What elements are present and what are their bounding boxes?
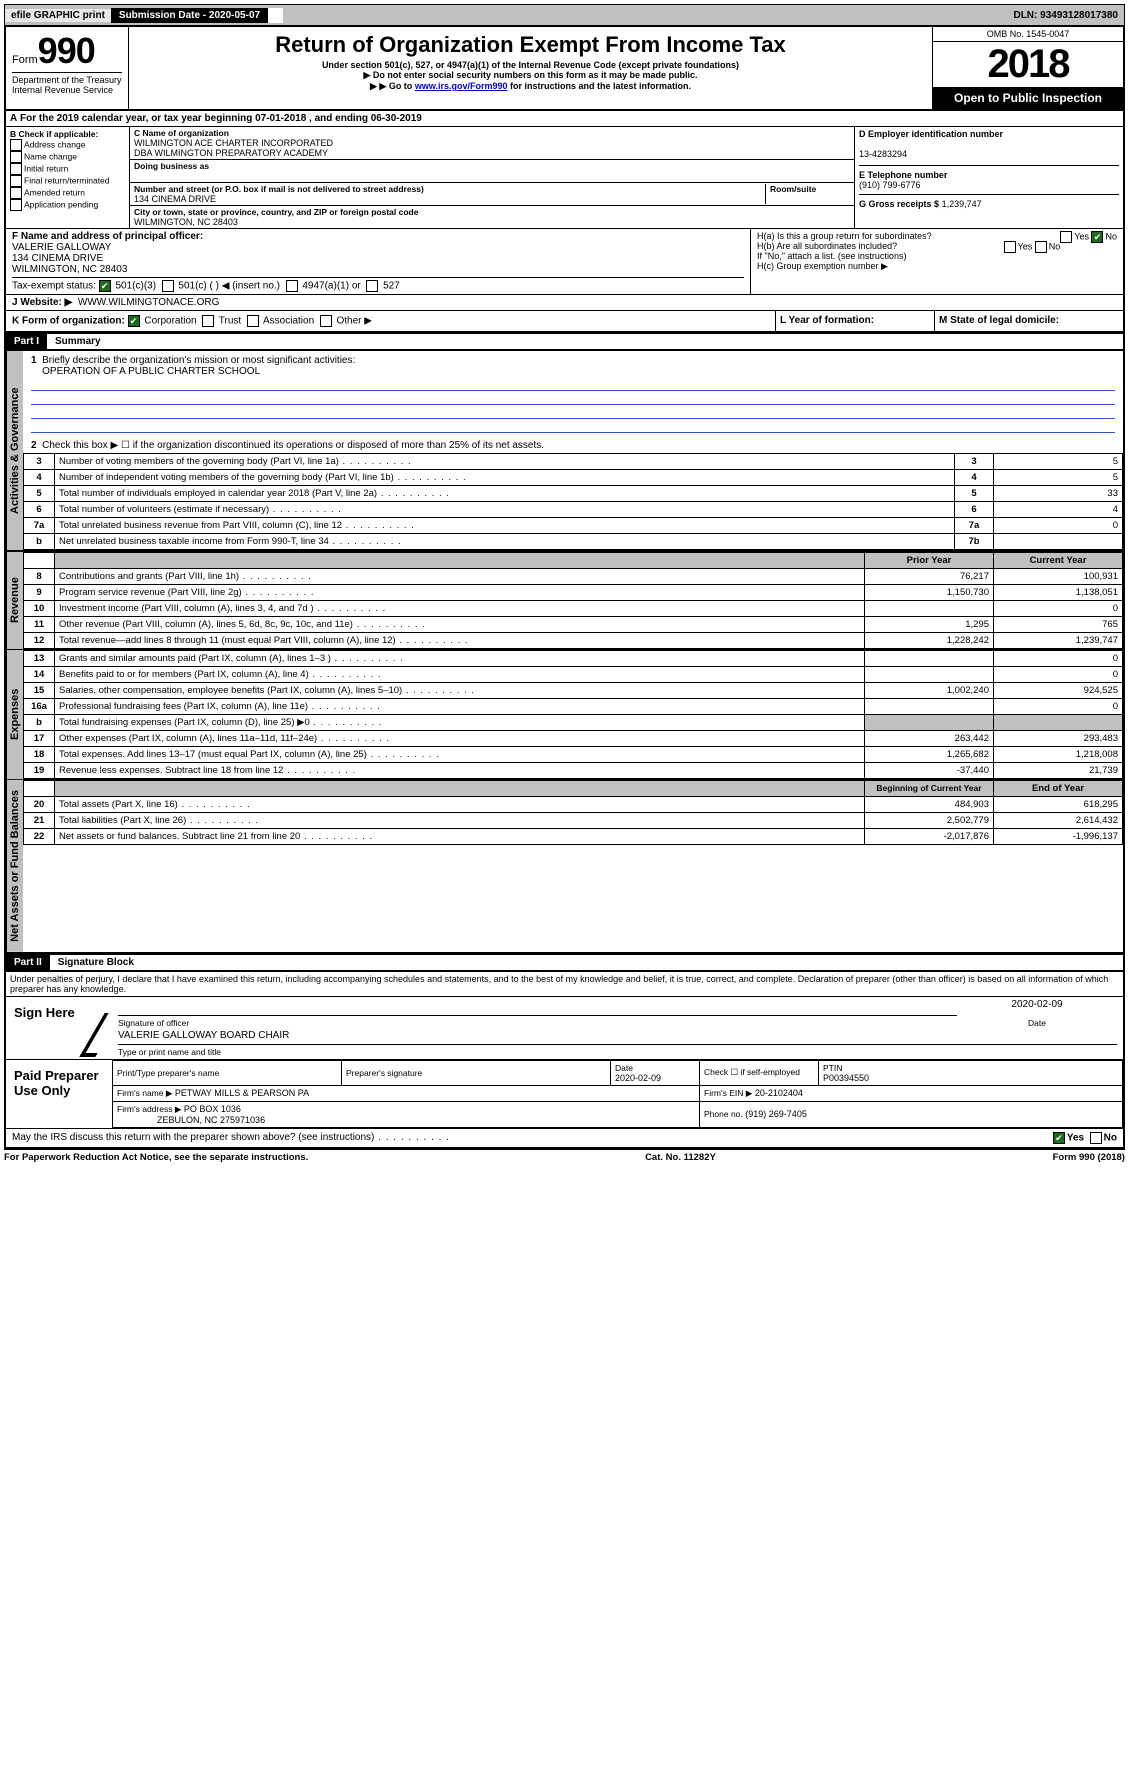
cb-app-pending[interactable]: Application pending bbox=[10, 199, 125, 211]
title-cell: Return of Organization Exempt From Incom… bbox=[129, 27, 933, 109]
cb-final-return[interactable]: Final return/terminated bbox=[10, 175, 125, 187]
officer-sig-name: VALERIE GALLOWAY BOARD CHAIR bbox=[118, 1030, 289, 1041]
firm-ein: 20-2102404 bbox=[755, 1088, 803, 1098]
cb-corp[interactable]: ✔ bbox=[128, 315, 140, 327]
part2-header: Part II Signature Block bbox=[4, 954, 1125, 972]
ein: 13-4283294 bbox=[859, 149, 907, 159]
tab-revenue: Revenue bbox=[6, 552, 23, 649]
gross-receipts: 1,239,747 bbox=[942, 199, 982, 209]
cb-address-change[interactable]: Address change bbox=[10, 139, 125, 151]
form-header: Form990 Department of the Treasury Inter… bbox=[4, 26, 1125, 111]
part1-header: Part I Summary bbox=[4, 333, 1125, 351]
phone: (910) 799-6776 bbox=[859, 180, 921, 190]
part1-body: Activities & Governance 1 Briefly descri… bbox=[4, 351, 1125, 552]
paid-label: Paid Preparer Use Only bbox=[6, 1060, 112, 1128]
form-subtitle: Under section 501(c), 527, or 4947(a)(1)… bbox=[135, 60, 926, 70]
box-c: C Name of organization WILMINGTON ACE CH… bbox=[130, 127, 855, 228]
tab-netassets: Net Assets or Fund Balances bbox=[6, 780, 23, 952]
mission-text: OPERATION OF A PUBLIC CHARTER SCHOOL bbox=[42, 366, 260, 377]
dept-label: Department of the Treasury Internal Reve… bbox=[12, 72, 122, 95]
form-note1: Do not enter social security numbers on … bbox=[135, 70, 926, 81]
org-street: 134 CINEMA DRIVE bbox=[134, 194, 216, 204]
gov-table: 3Number of voting members of the governi… bbox=[23, 453, 1123, 550]
netassets-block: Net Assets or Fund Balances Beginning of… bbox=[4, 780, 1125, 954]
box-f: F Name and address of principal officer:… bbox=[6, 229, 751, 294]
officer-name: VALERIE GALLOWAY bbox=[12, 242, 111, 253]
revenue-block: Revenue Prior YearCurrent Year 8Contribu… bbox=[4, 552, 1125, 650]
ptin: P00394550 bbox=[823, 1073, 869, 1083]
cb-4947[interactable] bbox=[286, 280, 298, 292]
website: WWW.WILMINGTONACE.ORG bbox=[78, 297, 219, 308]
cb-discuss-yes[interactable]: ✔ bbox=[1053, 1132, 1065, 1144]
form-id-cell: Form990 Department of the Treasury Inter… bbox=[6, 27, 129, 109]
submission-date-blank bbox=[268, 8, 283, 23]
line-a: A For the 2019 calendar year, or tax yea… bbox=[4, 111, 1125, 127]
expenses-block: Expenses 13Grants and similar amounts pa… bbox=[4, 650, 1125, 780]
firm-phone: (919) 269-7405 bbox=[745, 1109, 807, 1119]
form-note2: ▶ Go to www.irs.gov/Form990 for instruct… bbox=[135, 81, 926, 92]
firm-name: PETWAY MILLS & PEARSON PA bbox=[175, 1088, 309, 1098]
box-h: H(a) Is this a group return for subordin… bbox=[751, 229, 1123, 294]
tab-expenses: Expenses bbox=[6, 650, 23, 779]
sign-block: Sign Here 2020-02-09 Signature of office… bbox=[4, 997, 1125, 1060]
sign-here-label: Sign Here bbox=[6, 997, 92, 1059]
form-word: Form bbox=[12, 54, 38, 66]
irs-link[interactable]: www.irs.gov/Form990 bbox=[415, 81, 508, 91]
tax-year: 2018 bbox=[933, 42, 1123, 87]
org-name: WILMINGTON ACE CHARTER INCORPORATED bbox=[134, 138, 333, 148]
cb-501c3[interactable]: ✔ bbox=[99, 280, 111, 292]
box-b: B Check if applicable: Address change Na… bbox=[6, 127, 130, 228]
submission-date: Submission Date - 2020-05-07 bbox=[111, 8, 268, 23]
org-city: WILMINGTON, NC 28403 bbox=[134, 217, 238, 227]
top-toolbar: efile GRAPHIC print Submission Date - 20… bbox=[4, 4, 1125, 26]
cb-501c[interactable] bbox=[162, 280, 174, 292]
cb-527[interactable] bbox=[366, 280, 378, 292]
fh-row: F Name and address of principal officer:… bbox=[4, 229, 1125, 295]
cb-discuss-no[interactable] bbox=[1090, 1132, 1102, 1144]
dln-label: DLN: 93493128017380 bbox=[1007, 8, 1124, 23]
discuss-row: May the IRS discuss this return with the… bbox=[4, 1129, 1125, 1149]
paid-preparer-block: Paid Preparer Use Only Print/Type prepar… bbox=[4, 1060, 1125, 1129]
line-j: J Website: ▶ WWW.WILMINGTONACE.ORG bbox=[4, 295, 1125, 311]
cb-amended[interactable]: Amended return bbox=[10, 187, 125, 199]
efile-label[interactable]: efile GRAPHIC print bbox=[5, 9, 111, 22]
year-cell: OMB No. 1545-0047 2018 Open to Public In… bbox=[933, 27, 1123, 109]
footer: For Paperwork Reduction Act Notice, see … bbox=[4, 1149, 1125, 1165]
form-number: 990 bbox=[38, 30, 95, 71]
form-title: Return of Organization Exempt From Incom… bbox=[135, 32, 926, 58]
org-dba: DBA WILMINGTON PREPARATORY ACADEMY bbox=[134, 148, 328, 158]
cb-ha-no[interactable]: ✔ bbox=[1091, 231, 1103, 243]
inspection-badge: Open to Public Inspection bbox=[933, 87, 1123, 109]
box-right: D Employer identification number13-42832… bbox=[855, 127, 1123, 228]
cb-initial-return[interactable]: Initial return bbox=[10, 163, 125, 175]
klm-row: K Form of organization: ✔ Corporation Tr… bbox=[4, 311, 1125, 333]
cb-name-change[interactable]: Name change bbox=[10, 151, 125, 163]
tab-governance: Activities & Governance bbox=[6, 351, 23, 550]
perjury-text: Under penalties of perjury, I declare th… bbox=[4, 972, 1125, 997]
entity-block: B Check if applicable: Address change Na… bbox=[4, 127, 1125, 229]
omb-number: OMB No. 1545-0047 bbox=[933, 27, 1123, 42]
